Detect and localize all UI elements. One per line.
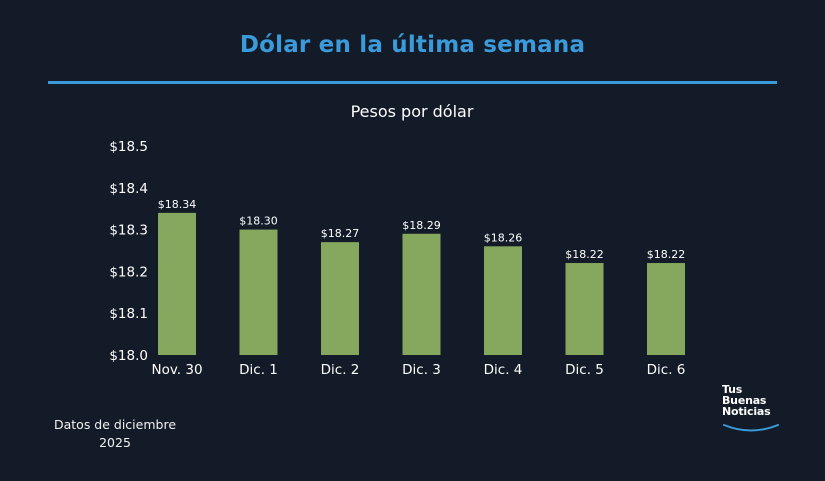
- bar: [158, 212, 196, 355]
- bar-value-label: $18.29: [402, 219, 441, 232]
- logo-smile-icon: [723, 424, 779, 432]
- x-tick-label: Dic. 2: [321, 362, 360, 378]
- source-note-line1: Datos de diciembre: [53, 417, 177, 432]
- bars: [158, 212, 685, 355]
- bar: [402, 233, 441, 355]
- source-note: Datos de diciembre 2025: [40, 416, 190, 452]
- y-tick-label: $18.4: [109, 181, 148, 197]
- logo-line2: Buenas: [722, 394, 767, 407]
- bar: [239, 229, 278, 355]
- x-tick-label: Dic. 3: [402, 362, 441, 378]
- bar: [647, 263, 685, 355]
- logo-line1: Tus: [722, 383, 743, 396]
- y-tick-label: $18.3: [109, 223, 148, 239]
- x-tick-label: Nov. 30: [151, 362, 202, 378]
- page-title: Dólar en la última semana: [239, 32, 586, 58]
- bar-value-label: $18.26: [484, 231, 523, 244]
- x-tick-label: Dic. 5: [565, 362, 604, 378]
- brand-logo: Tus Buenas Noticias: [722, 384, 782, 436]
- bar-value-label: $18.22: [647, 248, 686, 261]
- x-axis-ticks: Nov. 30 Dic. 1 Dic. 2 Dic. 3 Dic. 4 Dic. 5 Dic…: [151, 362, 685, 378]
- chart-title: Pesos por dólar: [351, 102, 474, 121]
- bar: [484, 246, 522, 355]
- y-tick-label: $18.1: [109, 306, 148, 322]
- y-tick-label: $18.5: [109, 139, 148, 155]
- y-axis-ticks: $18.0 $18.1 $18.2 $18.3 $18.4 $18.5: [109, 139, 148, 364]
- x-tick-label: Dic. 1: [239, 362, 278, 378]
- title-divider: [48, 81, 777, 84]
- logo-line3: Noticias: [722, 405, 771, 418]
- y-tick-label: $18.0: [109, 348, 148, 364]
- bar-value-label: $18.34: [158, 198, 197, 211]
- source-note-line2: 2025: [99, 435, 131, 450]
- bar-value-label: $18.30: [239, 215, 278, 228]
- value-labels: $18.34 $18.30 $18.27 $18.29 $18.26 $18.22 $18.…: [158, 198, 686, 261]
- bar: [565, 263, 604, 355]
- x-tick-label: Dic. 6: [647, 362, 686, 378]
- bar-value-label: $18.27: [321, 227, 360, 240]
- x-tick-label: Dic. 4: [484, 362, 523, 378]
- bar-value-label: $18.22: [565, 248, 604, 261]
- bar: [321, 242, 359, 355]
- y-tick-label: $18.2: [109, 264, 148, 280]
